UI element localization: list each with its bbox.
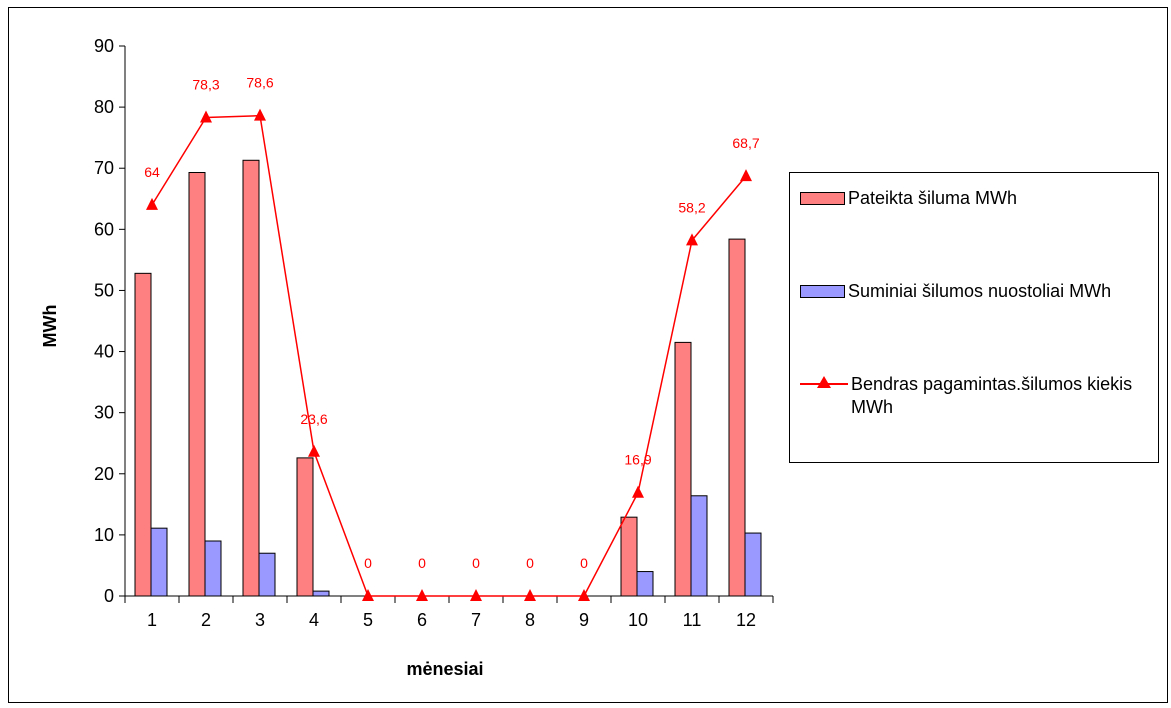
data-label-bendras: 78,3 xyxy=(192,77,219,93)
legend-swatch-nuostoliai xyxy=(800,285,845,298)
legend-label-pateikta: Pateikta šiluma MWh xyxy=(848,188,1018,208)
x-tick-label: 12 xyxy=(736,610,756,630)
legend-label-bendras: Bendras pagamintas.šilumos kiekis MWh xyxy=(851,374,1133,417)
data-label-bendras: 0 xyxy=(418,555,426,571)
bar-pateikta xyxy=(728,238,746,597)
data-label-bendras: 58,2 xyxy=(678,199,705,215)
legend-item-nuostoliai: Suminiai šilumos nuostoliai MWh xyxy=(790,280,1148,303)
bar-nuostoliai xyxy=(204,540,222,597)
line-point-marker xyxy=(146,197,158,210)
bar-series xyxy=(134,159,762,597)
bar-pateikta xyxy=(242,159,260,597)
y-tick-label: 20 xyxy=(94,464,114,484)
y-tick-label: 0 xyxy=(104,586,114,606)
bar-pateikta xyxy=(188,172,206,597)
data-label-bendras: 68,7 xyxy=(732,135,759,151)
line-bendras xyxy=(151,114,747,597)
x-tick-label: 11 xyxy=(683,610,702,630)
legend-label-nuostoliai: Suminiai šilumos nuostoliai MWh xyxy=(848,281,1112,301)
data-label-bendras: 78,6 xyxy=(246,75,273,91)
bar-pateikta xyxy=(134,272,152,597)
y-tick-label: 80 xyxy=(94,97,114,117)
y-tick-label: 40 xyxy=(94,342,114,362)
x-tick-label: 5 xyxy=(363,610,373,630)
y-tick-label: 50 xyxy=(94,280,114,300)
legend-line-marker-icon xyxy=(800,373,848,393)
legend-item-pateikta: Pateikta šiluma MWh xyxy=(790,187,1148,210)
line-point-marker xyxy=(740,169,752,182)
line-point-marker xyxy=(200,110,212,123)
x-tick-label: 10 xyxy=(628,610,648,630)
data-label-bendras: 23,6 xyxy=(300,411,327,427)
line-point-marker xyxy=(632,485,644,498)
x-tick-label: 6 xyxy=(417,610,427,630)
x-axis-title: mėnesiai xyxy=(406,659,483,679)
y-tick-label: 70 xyxy=(94,158,114,178)
data-label-bendras: 0 xyxy=(526,555,534,571)
data-label-bendras: 0 xyxy=(364,555,372,571)
data-label-bendras: 16,9 xyxy=(624,452,651,468)
legend-swatch-pateikta xyxy=(800,192,845,205)
y-axis: 0 10 20 30 40 50 60 70 80 90 xyxy=(94,36,126,606)
bar-nuostoliai xyxy=(312,590,330,597)
x-axis: 1 2 3 4 5 6 7 8 9 10 11 12 xyxy=(124,595,774,630)
x-tick-label: 9 xyxy=(579,610,589,630)
line-point-marker xyxy=(524,589,536,601)
bar-nuostoliai xyxy=(636,571,654,597)
y-tick-label: 60 xyxy=(94,219,114,239)
line-point-marker xyxy=(362,589,374,601)
x-tick-label: 4 xyxy=(309,610,319,630)
line-point-marker xyxy=(578,589,590,601)
bar-pateikta xyxy=(296,457,314,597)
line-point-marker xyxy=(416,589,428,601)
x-tick-label: 7 xyxy=(471,610,481,630)
bar-nuostoliai xyxy=(690,495,708,597)
y-tick-label: 10 xyxy=(94,525,114,545)
y-tick-label: 90 xyxy=(94,36,114,56)
data-labels: 64 78,3 78,6 23,6 0 0 0 0 0 16,9 58,2 68,7 xyxy=(144,75,760,571)
x-tick-label: 3 xyxy=(255,610,265,630)
legend: Pateikta šiluma MWh Suminiai šilumos nuo… xyxy=(789,172,1159,463)
bar-nuostoliai xyxy=(150,527,168,597)
line-point-marker xyxy=(470,589,482,601)
chart-frame xyxy=(8,7,1168,703)
bar-nuostoliai xyxy=(744,532,762,597)
line-point-marker xyxy=(686,233,698,246)
data-label-bendras: 0 xyxy=(580,555,588,571)
y-axis-title: MWh xyxy=(40,305,60,348)
x-tick-label: 2 xyxy=(201,610,211,630)
bar-pateikta xyxy=(674,341,692,597)
data-label-bendras: 0 xyxy=(472,555,480,571)
line-series xyxy=(146,108,752,601)
y-tick-label: 30 xyxy=(94,403,114,423)
line-point-marker xyxy=(308,444,320,457)
line-point-marker xyxy=(254,108,266,121)
data-label-bendras: 64 xyxy=(144,164,160,180)
bar-nuostoliai xyxy=(258,552,276,597)
bar-pateikta xyxy=(620,516,638,597)
legend-item-bendras: Bendras pagamintas.šilumos kiekis MWh xyxy=(790,373,1151,419)
x-tick-label: 1 xyxy=(147,610,157,630)
x-tick-label: 8 xyxy=(525,610,535,630)
